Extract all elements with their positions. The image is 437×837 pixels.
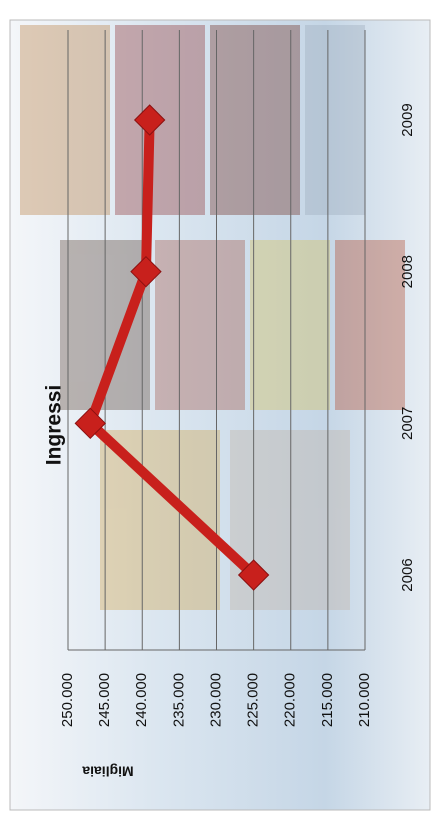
- y-tick-label: 250.000: [59, 673, 76, 727]
- chart-title: Ingressi: [43, 385, 66, 466]
- data-line: [85, 119, 258, 579]
- y-tick-label: 210.000: [356, 673, 373, 727]
- x-tick-label: 2007: [399, 407, 416, 440]
- data-marker: [74, 407, 106, 440]
- data-marker: [133, 104, 166, 136]
- y-tick-label: 245.000: [96, 673, 113, 727]
- data-marker: [237, 559, 270, 591]
- x-tick-label: 2009: [399, 103, 416, 136]
- x-tick-label: 2008: [399, 255, 416, 288]
- y-tick-label: 235.000: [170, 673, 187, 727]
- y-tick-label: 215.000: [319, 673, 336, 727]
- y-axis-title: Migliaia: [82, 763, 134, 779]
- y-tick-label: 240.000: [133, 673, 150, 727]
- y-tick-label: 225.000: [245, 673, 262, 727]
- y-tick-label: 220.000: [282, 673, 299, 727]
- x-tick-label: 2006: [399, 558, 416, 591]
- photo-collage: [20, 25, 405, 610]
- y-tick-label: 230.000: [207, 673, 224, 727]
- data-marker: [130, 255, 162, 288]
- plot-background: [9, 19, 431, 811]
